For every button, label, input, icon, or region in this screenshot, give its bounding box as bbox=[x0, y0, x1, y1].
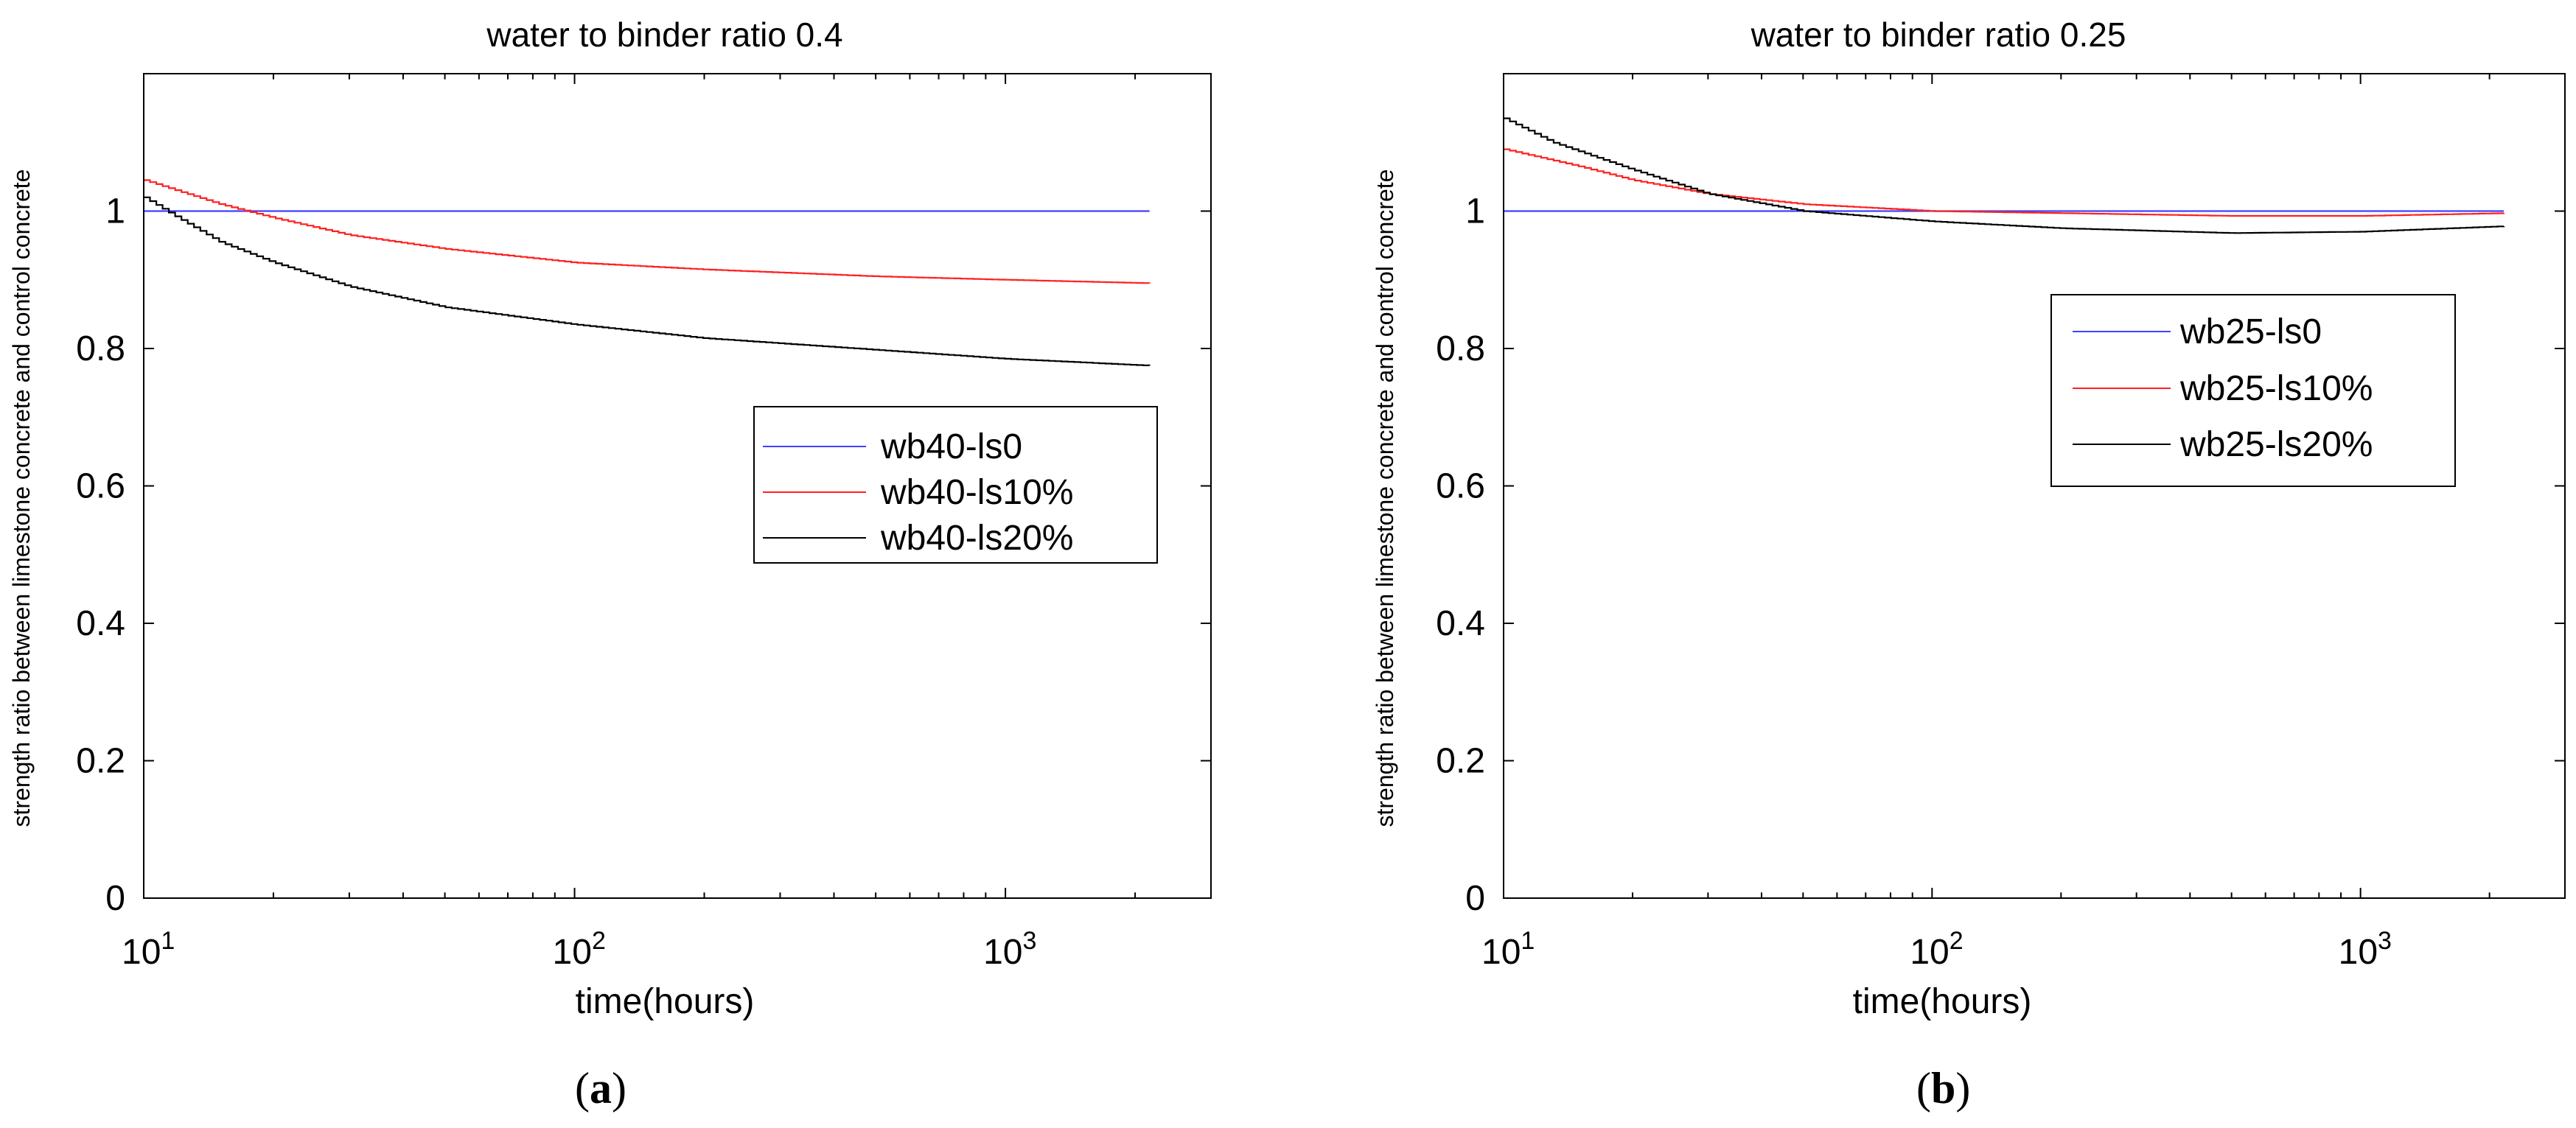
legend-label-wb25-ls0: wb25-ls0 bbox=[2179, 312, 2322, 351]
chart-b-ytick-label: 0 bbox=[1465, 879, 1485, 918]
chart-b-xtick-label: 102 bbox=[1910, 927, 1963, 972]
xtick-base: 10 bbox=[553, 933, 592, 972]
caption-paren-close: ) bbox=[1955, 1064, 1970, 1113]
caption-paren-open: ( bbox=[575, 1064, 590, 1113]
chart-b-ytick-label: 0.2 bbox=[1436, 742, 1485, 781]
series-line-wb40-ls20 bbox=[144, 196, 1151, 366]
legend-label-wb25-ls10: wb25-ls10% bbox=[2179, 369, 2373, 408]
chart-a-y-tick-labels: 0 0.2 0.4 0.6 0.8 1 bbox=[76, 192, 125, 919]
chart-b-y-tick-labels: 0 0.2 0.4 0.6 0.8 1 bbox=[1436, 192, 1485, 919]
chart-a-ytick-label: 0.6 bbox=[76, 467, 125, 506]
chart-b-plot-frame bbox=[1503, 73, 2566, 899]
chart-a-ylabel: strength ratio between limestone concret… bbox=[8, 169, 35, 827]
xtick-base: 10 bbox=[1481, 933, 1521, 972]
caption-letter: b bbox=[1931, 1064, 1955, 1113]
chart-b-caption: (b) bbox=[1916, 1064, 1970, 1113]
chart-b-legend: wb25-ls0 wb25-ls10% wb25-ls20% bbox=[2050, 294, 2456, 487]
chart-b-ytick-label: 0.4 bbox=[1436, 604, 1485, 643]
chart-panel-a: water to binder ratio 0.4 strength ratio… bbox=[8, 15, 1212, 1113]
chart-a-xtick-label: 101 bbox=[122, 927, 175, 972]
series-line-wb25-ls20 bbox=[1504, 117, 2505, 234]
xtick-exponent: 3 bbox=[2378, 927, 2392, 955]
chart-a-ytick-label: 0.4 bbox=[76, 604, 125, 643]
legend-label-wb40-ls0: wb40-ls0 bbox=[880, 427, 1022, 466]
chart-b-x-tick-labels: 101 102 103 bbox=[1481, 927, 2392, 972]
xtick-exponent: 1 bbox=[161, 927, 175, 955]
chart-a-xlabel: time(hours) bbox=[576, 982, 755, 1021]
chart-a-xtick-label: 103 bbox=[983, 927, 1036, 972]
chart-a-ytick-label: 0.8 bbox=[76, 329, 125, 368]
chart-b-ylabel-group: strength ratio between limestone concret… bbox=[1372, 169, 1398, 827]
chart-b-title: water to binder ratio 0.25 bbox=[1751, 15, 2126, 54]
caption-paren-open: ( bbox=[1916, 1064, 1931, 1113]
chart-a-ylabel-group: strength ratio between limestone concret… bbox=[8, 169, 35, 827]
chart-b-xtick-label: 101 bbox=[1481, 927, 1535, 972]
chart-b-ytick-label: 1 bbox=[1465, 192, 1485, 231]
xtick-exponent: 3 bbox=[1022, 927, 1036, 955]
caption-letter: a bbox=[590, 1064, 612, 1113]
chart-b-series-lines bbox=[1504, 117, 2505, 234]
chart-b-ylabel: strength ratio between limestone concret… bbox=[1372, 169, 1398, 827]
chart-a-series-lines bbox=[144, 179, 1151, 366]
xtick-base: 10 bbox=[1910, 933, 1949, 972]
xtick-exponent: 2 bbox=[1950, 927, 1964, 955]
legend-label-wb25-ls20: wb25-ls20% bbox=[2179, 425, 2373, 464]
chart-a-plot-frame bbox=[143, 73, 1212, 899]
chart-b-legend-box bbox=[2050, 294, 2456, 487]
xtick-base: 10 bbox=[2339, 933, 2378, 972]
chart-a-legend-box bbox=[753, 406, 1158, 564]
chart-a-ytick-label: 0 bbox=[105, 879, 125, 918]
chart-a-x-tick-labels: 101 102 103 bbox=[122, 927, 1036, 972]
chart-b-xlabel: time(hours) bbox=[1853, 982, 2032, 1021]
chart-a-ytick-label: 0.2 bbox=[76, 742, 125, 781]
chart-a-xtick-label: 102 bbox=[553, 927, 606, 972]
xtick-exponent: 1 bbox=[1521, 927, 1535, 955]
chart-panel-b: water to binder ratio 0.25 strength rati… bbox=[1372, 15, 2566, 1113]
legend-label-wb40-ls20: wb40-ls20% bbox=[880, 519, 1073, 558]
chart-b-ytick-label: 0.8 bbox=[1436, 329, 1485, 368]
xtick-base: 10 bbox=[122, 933, 161, 972]
xtick-base: 10 bbox=[983, 933, 1022, 972]
chart-b-xtick-label: 103 bbox=[2339, 927, 2392, 972]
chart-a-caption: (a) bbox=[575, 1064, 626, 1113]
chart-a-ytick-label: 1 bbox=[105, 192, 125, 231]
caption-paren-close: ) bbox=[612, 1064, 626, 1113]
series-line-wb40-ls10 bbox=[144, 179, 1151, 284]
chart-a-legend: wb40-ls0 wb40-ls10% wb40-ls20% bbox=[753, 406, 1158, 564]
legend-label-wb40-ls10: wb40-ls10% bbox=[880, 473, 1073, 512]
xtick-exponent: 2 bbox=[592, 927, 606, 955]
chart-a-title: water to binder ratio 0.4 bbox=[486, 15, 842, 54]
series-line-wb25-ls10 bbox=[1504, 148, 2505, 217]
chart-b-ytick-label: 0.6 bbox=[1436, 467, 1485, 506]
